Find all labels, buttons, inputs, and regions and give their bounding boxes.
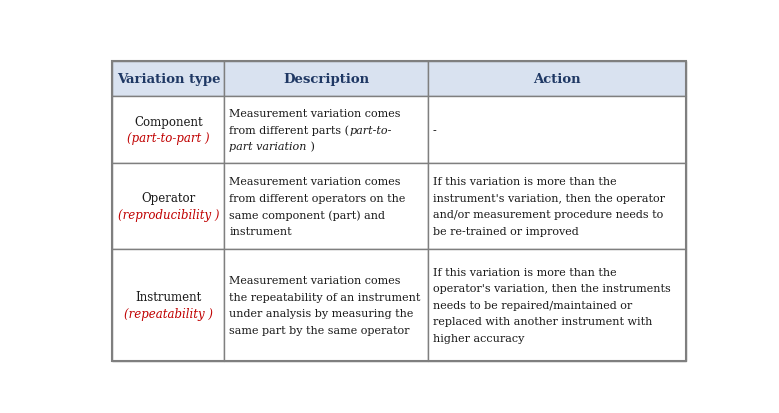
Text: If this variation is more than the: If this variation is more than the	[433, 177, 616, 187]
Bar	[224, 97, 428, 164]
Bar	[428, 249, 686, 361]
Text: Operator: Operator	[141, 192, 196, 205]
Bar	[112, 62, 224, 97]
Text: Measurement variation comes: Measurement variation comes	[229, 177, 400, 187]
Text: from different operators on the: from different operators on the	[229, 193, 406, 203]
Text: -: -	[433, 125, 436, 135]
Bar	[112, 97, 224, 164]
Text: If this variation is more than the: If this variation is more than the	[433, 267, 616, 277]
Text: and/or measurement procedure needs to: and/or measurement procedure needs to	[433, 210, 663, 220]
Bar	[428, 97, 686, 164]
Text: instrument's variation, then the operator: instrument's variation, then the operato…	[433, 193, 664, 203]
Text: be re-trained or improved: be re-trained or improved	[433, 226, 579, 236]
Text: Component: Component	[134, 116, 203, 128]
Text: (part-to-part ): (part-to-part )	[127, 132, 210, 145]
Text: operator's variation, then the instruments: operator's variation, then the instrumen…	[433, 284, 671, 294]
Text: under analysis by measuring the: under analysis by measuring the	[229, 309, 414, 318]
Bar	[112, 249, 224, 361]
Text: higher accuracy: higher accuracy	[433, 333, 524, 343]
Text: (repeatability ): (repeatability )	[124, 307, 213, 320]
Text: needs to be repaired/maintained or: needs to be repaired/maintained or	[433, 300, 632, 310]
Text: ): )	[306, 142, 315, 152]
Text: the repeatability of an instrument: the repeatability of an instrument	[229, 292, 421, 302]
Text: Description: Description	[283, 73, 369, 86]
Bar	[224, 249, 428, 361]
Text: same part by the same operator: same part by the same operator	[229, 325, 410, 335]
Text: Instrument: Instrument	[136, 290, 202, 304]
Text: same component (part) and: same component (part) and	[229, 209, 385, 220]
Bar	[224, 164, 428, 249]
Text: (reproducibility ): (reproducibility )	[118, 208, 219, 221]
Text: Measurement variation comes: Measurement variation comes	[229, 109, 400, 119]
Text: instrument: instrument	[229, 226, 292, 236]
Bar	[112, 164, 224, 249]
Text: replaced with another instrument with: replaced with another instrument with	[433, 317, 652, 327]
Text: Variation type: Variation type	[117, 73, 220, 86]
Text: part variation: part variation	[229, 142, 306, 152]
Text: part-to-: part-to-	[349, 125, 392, 135]
Bar	[428, 164, 686, 249]
Text: Action: Action	[533, 73, 581, 86]
Bar	[428, 62, 686, 97]
Text: from different parts (: from different parts (	[229, 125, 349, 135]
Bar	[224, 62, 428, 97]
Text: Measurement variation comes: Measurement variation comes	[229, 275, 400, 285]
